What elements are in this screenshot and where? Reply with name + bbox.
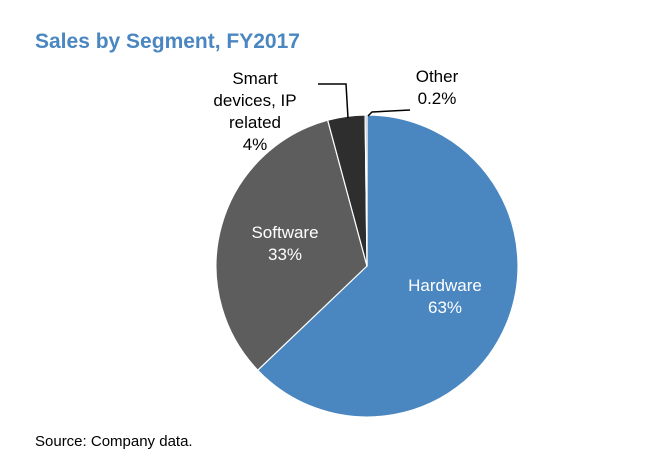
source-note: Source: Company data. [35,433,193,450]
pie-slice-hardware [257,114,519,418]
leader-line [367,109,411,117]
chart-title: Sales by Segment, FY2017 [35,30,300,53]
pie-slices [215,114,519,418]
slice-label-hardware: Hardware 63% [408,276,482,317]
slice-labels: Hardware 63% Software 33% Smart devices, IP re… [213,67,481,317]
slice-label-software: Software 33% [251,223,318,264]
slice-label-other: Other 0.2% [416,67,459,108]
leader-lines [318,83,411,119]
leader-line [318,83,349,119]
pie-slice-other [364,114,368,267]
pie-slice-software [215,119,368,371]
slice-label-smart-devices-ip-related: Smart devices, IP related 4% [213,69,296,154]
